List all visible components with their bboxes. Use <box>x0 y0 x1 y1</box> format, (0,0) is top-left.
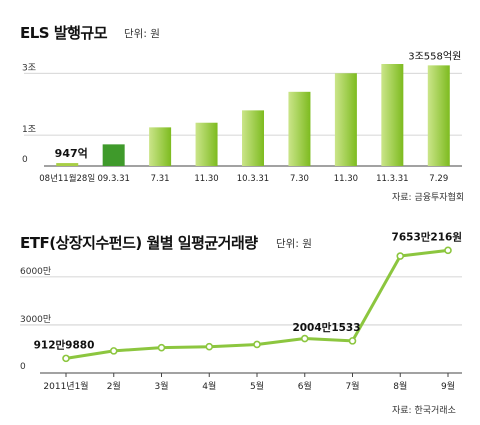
etf-xtick-label: 3월 <box>154 380 168 392</box>
els-ytick-label: 1조 <box>22 125 36 135</box>
etf-data-point <box>62 354 70 363</box>
els-data-label: 947억 <box>55 147 88 160</box>
etf-xtick-label: 5월 <box>250 380 264 392</box>
etf-line-chart: 0 3000만 6000만 2011년1월 2월 3월 4월 5월 6월 7월 8월 9월 912만98… <box>20 230 462 392</box>
etf-xtick-label: 8월 <box>393 380 407 392</box>
els-unit-label: 단위: 원 <box>124 28 160 40</box>
etf-ytick-label: 3000만 <box>20 314 51 325</box>
etf-data-label: 912만9880 <box>34 338 95 351</box>
etf-xtick-label: 2월 <box>107 380 121 392</box>
els-xtick-label: 08년11월28일 <box>39 173 95 184</box>
etf-data-point <box>396 252 405 260</box>
etf-xtick-label: 4월 <box>202 380 216 392</box>
etf-unit-label: 단위: 원 <box>276 238 312 250</box>
els-xtick-label: 11.30 <box>194 174 218 184</box>
etf-ytick-label: 6000만 <box>20 266 51 277</box>
els-xtick-label: 10.3.31 <box>237 174 269 184</box>
etf-title: ETF(상장지수펀드) 월별 일평균거래량 <box>20 234 258 252</box>
etf-data-point <box>444 246 452 255</box>
etf-data-label: 7653만216원 <box>392 230 462 243</box>
els-bar <box>149 127 172 166</box>
els-source: 자료: 금융투자협회 <box>392 193 465 203</box>
els-bar <box>102 144 125 166</box>
els-xtick-label: 7.29 <box>429 174 448 184</box>
els-ytick-label: 0 <box>22 155 28 165</box>
etf-xtick-label: 2011년1월 <box>43 380 88 392</box>
els-bar <box>427 65 450 166</box>
etf-xtick-label: 9월 <box>441 380 455 392</box>
els-xtick-label: 11.30 <box>334 174 358 184</box>
els-bar <box>195 122 218 166</box>
els-bar <box>381 64 404 166</box>
els-bar <box>242 110 264 166</box>
etf-xtick-label: 7월 <box>345 380 359 392</box>
els-title: ELS 발행규모 <box>20 24 108 42</box>
etf-data-point <box>253 340 261 349</box>
els-xtick-label: 11.3.31 <box>376 174 408 184</box>
els-xtick-label: 7.30 <box>290 174 309 184</box>
els-bar-chart: 0 1조 3조 08년11월28일 09.3.31 7.31 11.30 10.3.31 7.3… <box>22 50 462 184</box>
els-bar <box>334 73 357 166</box>
etf-source: 자료: 한국거래소 <box>392 406 456 416</box>
etf-data-point <box>157 343 166 352</box>
etf-data-point <box>205 342 214 351</box>
etf-data-point <box>109 347 118 355</box>
els-xtick-label: 09.3.31 <box>97 174 129 184</box>
els-ytick-label: 3조 <box>22 63 36 73</box>
els-xtick-label: 7.31 <box>151 174 170 184</box>
etf-data-point <box>348 337 357 345</box>
els-bar <box>288 91 311 166</box>
etf-data-point <box>300 334 309 343</box>
els-bar <box>56 163 79 166</box>
els-data-label: 3조558억원 <box>408 50 461 62</box>
etf-data-label: 2004만1533 <box>292 321 360 334</box>
etf-ytick-label: 0 <box>20 362 26 372</box>
etf-xtick-label: 6월 <box>298 380 312 392</box>
